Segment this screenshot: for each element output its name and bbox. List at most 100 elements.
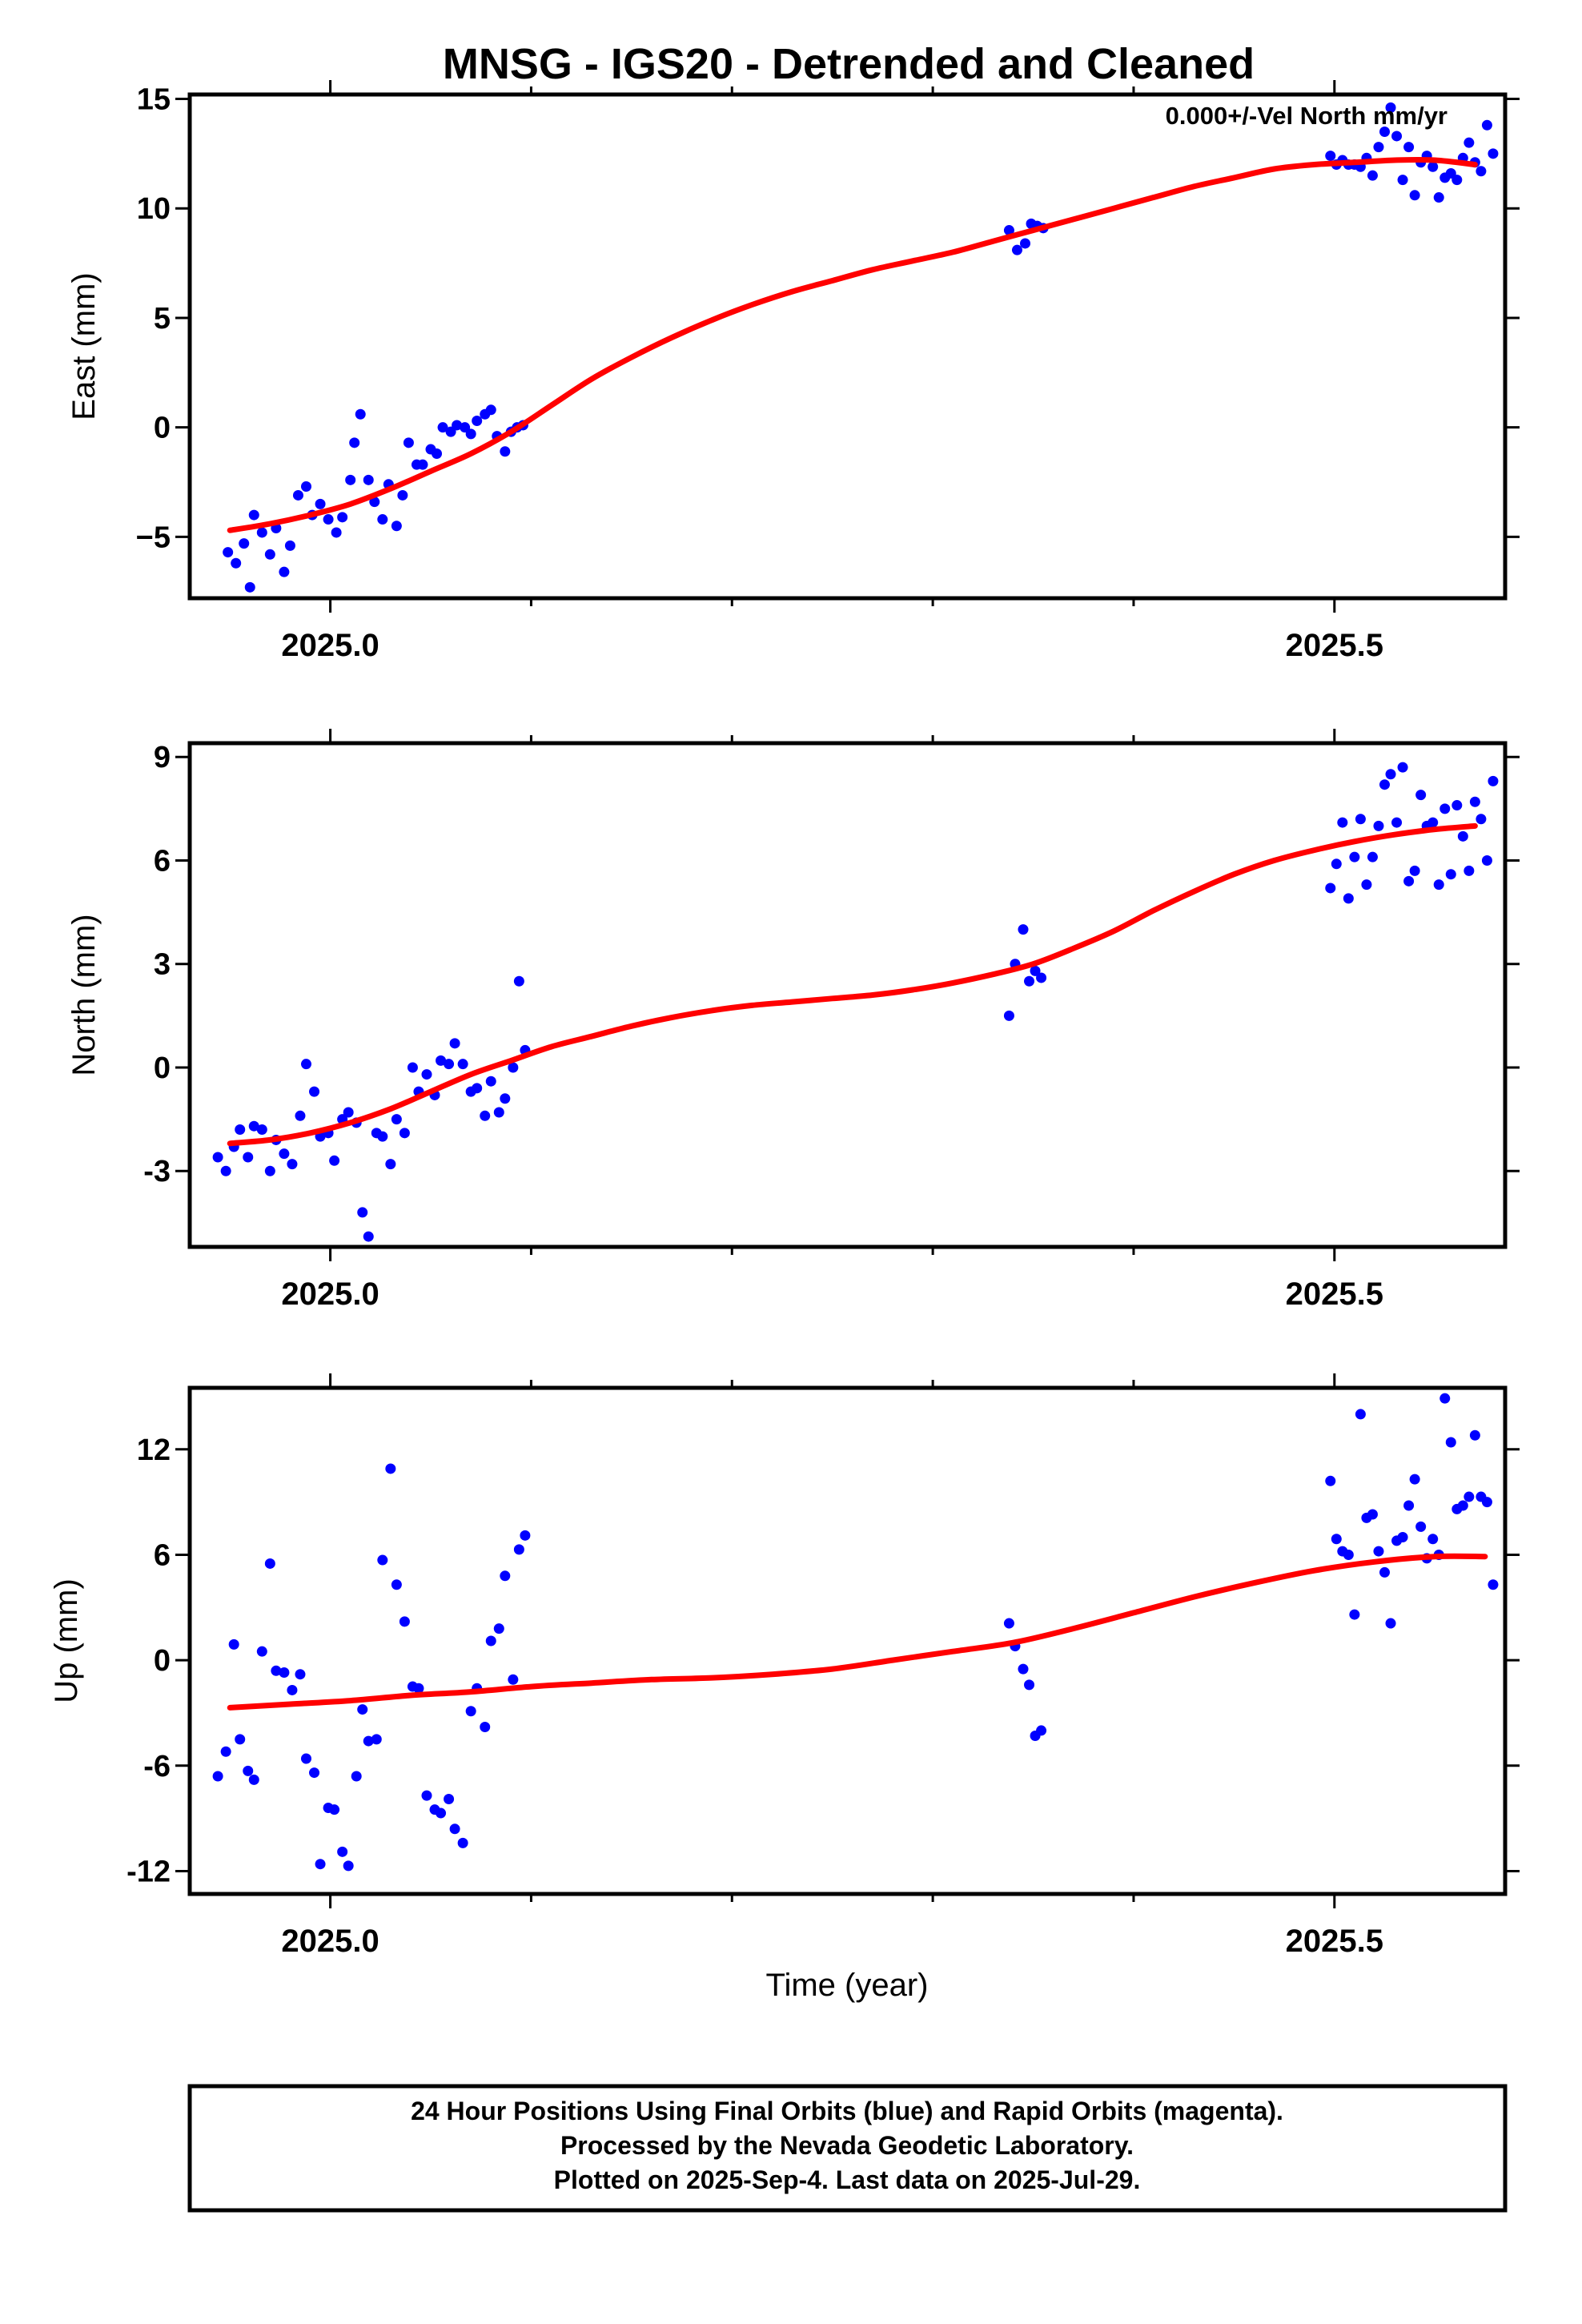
- east-data-point: [397, 489, 408, 501]
- east-data-point: [485, 404, 496, 416]
- north-data-point: [480, 1110, 491, 1121]
- east-data-point: [452, 420, 463, 431]
- east-data-point: [1427, 161, 1439, 172]
- east-data-point: [244, 581, 255, 593]
- up-data-point: [1349, 1609, 1360, 1620]
- north-data-point: [1024, 975, 1035, 987]
- north-data-point: [421, 1069, 432, 1080]
- up-data-point: [315, 1859, 326, 1870]
- east-data: [223, 102, 1499, 593]
- up-data-point: [256, 1646, 267, 1657]
- up-data-point: [279, 1667, 290, 1678]
- up-data-point: [1439, 1393, 1451, 1404]
- up-data-point: [485, 1635, 496, 1647]
- north-data-point: [1452, 800, 1463, 811]
- east-data-point: [437, 422, 448, 433]
- up-data-point: [377, 1554, 388, 1566]
- up-data-point: [480, 1722, 491, 1733]
- east-y-axis-label: East (mm): [66, 272, 102, 420]
- up-data-point: [1036, 1725, 1047, 1736]
- north-data-point: [264, 1165, 275, 1176]
- north-data-point: [1445, 869, 1456, 880]
- east-data-point: [1445, 167, 1456, 179]
- east-fit-line: [227, 156, 1478, 533]
- east-data-point: [445, 426, 456, 437]
- up-data-point: [413, 1683, 424, 1694]
- east-ytick-label: −5: [136, 521, 171, 554]
- up-data-point: [1373, 1546, 1384, 1557]
- up-data-point: [1379, 1566, 1390, 1578]
- north-data-point: [212, 1152, 223, 1163]
- east-xtick-label: 2025.5: [1286, 628, 1383, 663]
- north-data-point: [399, 1128, 410, 1139]
- north-data-point: [493, 1107, 504, 1118]
- up-data-point: [343, 1860, 354, 1872]
- x-axis-label: Time (year): [766, 1968, 929, 2003]
- north-data-point: [1457, 830, 1468, 842]
- north-data-point: [1331, 858, 1342, 870]
- up-ytick-label: 0: [154, 1644, 171, 1678]
- east-ytick-label: 15: [137, 82, 171, 116]
- north-plot-frame: [187, 741, 1508, 1249]
- up-data-point: [1024, 1679, 1035, 1691]
- north-data-point: [1476, 814, 1487, 825]
- north-ytick-label: 9: [154, 741, 171, 774]
- up-data-point: [1464, 1491, 1475, 1502]
- north-data-point: [363, 1231, 374, 1242]
- north-data-point: [1036, 972, 1047, 983]
- up-plot-frame: [187, 1385, 1508, 1896]
- up-data-point: [1331, 1534, 1342, 1545]
- footer-line-1: 24 Hour Positions Using Final Orbits (bl…: [411, 2097, 1283, 2125]
- east-data-point: [1476, 166, 1487, 177]
- figure-title: MNSG - IGS20 - Detrended and Cleaned: [443, 40, 1255, 88]
- east-data-point: [300, 481, 311, 493]
- east-data-point: [1488, 148, 1499, 159]
- east-panel: −5 0 5 10 15 2025.0 2025.5 East (mm) 0.000+/-Vel…: [66, 80, 1520, 663]
- up-data-point: [228, 1638, 239, 1650]
- north-data-point: [295, 1110, 306, 1121]
- north-data-point: [1018, 924, 1029, 935]
- east-data-point: [264, 549, 275, 560]
- east-plot-frame: [187, 92, 1508, 601]
- north-data-point: [407, 1062, 418, 1073]
- north-data-point: [1403, 875, 1415, 887]
- up-data-point: [513, 1544, 524, 1555]
- up-data-point: [1415, 1521, 1427, 1532]
- north-data-point: [1337, 817, 1348, 828]
- up-data-point: [243, 1765, 254, 1776]
- north-data-point: [449, 1038, 460, 1049]
- up-data-point: [385, 1463, 396, 1474]
- east-data-point: [223, 547, 234, 558]
- up-data-point: [465, 1706, 476, 1717]
- east-data-point: [1403, 142, 1415, 153]
- up-data: [212, 1393, 1499, 1872]
- east-data-point: [345, 474, 356, 485]
- up-data-point: [287, 1684, 298, 1695]
- up-data-point: [337, 1846, 348, 1857]
- north-data-point: [1030, 965, 1041, 976]
- up-data-point: [1488, 1579, 1499, 1590]
- north-data-point: [1488, 775, 1499, 786]
- east-data-point: [231, 557, 242, 569]
- up-data-point: [391, 1579, 402, 1590]
- up-data-point: [520, 1530, 531, 1541]
- up-data-point: [1481, 1497, 1492, 1508]
- up-xtick-label: 2025.0: [281, 1924, 379, 1959]
- north-data-point: [1397, 762, 1408, 773]
- up-data-point: [1409, 1474, 1420, 1485]
- north-data: [212, 762, 1499, 1242]
- north-ytick-label: -3: [143, 1155, 171, 1188]
- north-data-point: [329, 1155, 340, 1166]
- east-ytick-label: 10: [137, 192, 171, 226]
- up-y-axis-label: Up (mm): [49, 1578, 84, 1703]
- east-data-point: [349, 437, 360, 448]
- north-data-point: [1427, 817, 1439, 828]
- north-data-point: [1469, 796, 1480, 807]
- east-data-point: [465, 428, 476, 440]
- east-data-point: [1433, 192, 1444, 203]
- up-data-point: [1427, 1534, 1439, 1545]
- up-data-point: [271, 1665, 282, 1676]
- north-data-point: [1409, 865, 1420, 876]
- north-data-point: [1415, 790, 1427, 801]
- east-data-point: [355, 408, 366, 420]
